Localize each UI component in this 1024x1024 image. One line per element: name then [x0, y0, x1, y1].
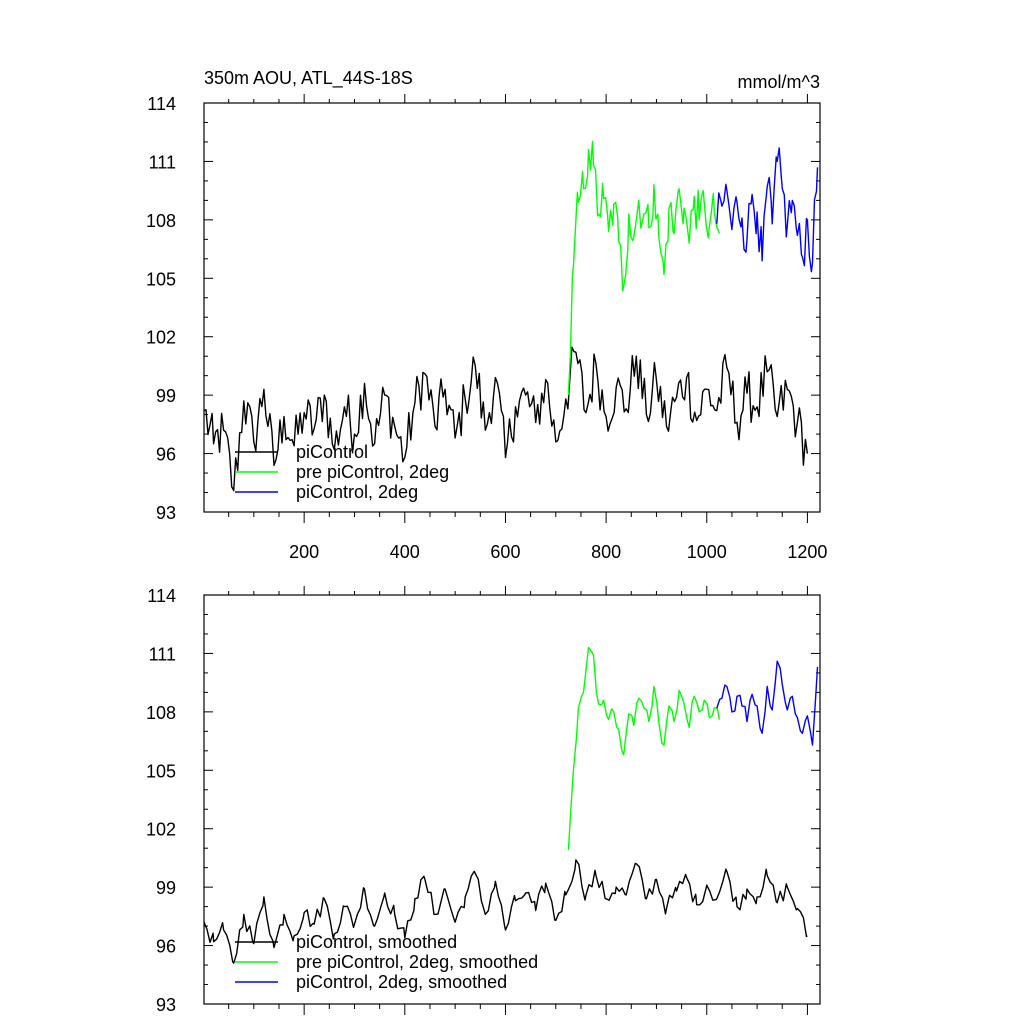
x-tick-label: 200: [289, 542, 319, 562]
chart-title: 350m AOU, ATL_44S-18S: [204, 68, 413, 89]
y-tick-label: 108: [146, 703, 176, 723]
y-tick-label: 102: [146, 820, 176, 840]
legend-label: piControl, 2deg: [296, 482, 418, 502]
top-panel: 93 96 99 102 105 108 111 114 200 400 600 800 1000 120…: [146, 94, 827, 562]
series-line-3: [716, 660, 819, 746]
y-tick-label: 111: [149, 644, 176, 664]
y-tick-label: 93: [156, 995, 176, 1015]
series-line-2: [567, 140, 720, 396]
legend-label: pre piControl, 2deg: [296, 462, 449, 482]
y-tick-label: 108: [146, 211, 176, 231]
y-tick-label: 102: [146, 328, 176, 348]
series-line-3: [716, 147, 819, 273]
x-tick-label: 800: [591, 542, 621, 562]
bottom-panel: 93 96 99 102 105 108 111 114 piControl, smoothed…: [146, 586, 821, 1015]
y-tick-label: 96: [156, 445, 176, 465]
series-line-1: [203, 346, 809, 492]
y-tick-label: 99: [156, 878, 176, 898]
y-tick-label: 105: [146, 761, 176, 781]
y-tick-label: 111: [149, 152, 176, 172]
y-tick-label: 96: [156, 937, 176, 957]
y-tick-label: 93: [156, 503, 176, 523]
y-tick-label: 105: [146, 269, 176, 289]
y-tick-label: 114: [147, 94, 176, 114]
x-tick-label: 400: [390, 542, 420, 562]
plot-frame: [203, 594, 821, 1005]
legend-label: piControl, 2deg, smoothed: [296, 972, 507, 992]
legend-label: piControl: [296, 442, 368, 462]
y-tick-label: 114: [147, 586, 176, 606]
series-line-2: [567, 646, 720, 851]
legend-label: piControl, smoothed: [296, 932, 457, 952]
series-line-1: [203, 859, 808, 964]
x-tick-label: 600: [490, 542, 520, 562]
units-label: mmol/m^3: [738, 72, 820, 92]
legend-label: pre piControl, 2deg, smoothed: [296, 952, 538, 972]
x-tick-label: 1200: [787, 542, 827, 562]
y-tick-label: 99: [156, 386, 176, 406]
plot-frame: [203, 102, 821, 513]
x-tick-label: 1000: [687, 542, 727, 562]
